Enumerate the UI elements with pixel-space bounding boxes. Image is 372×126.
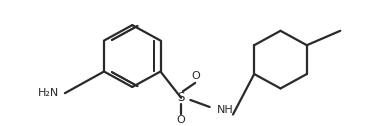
Text: H₂N: H₂N [38,88,59,98]
Text: O: O [177,115,186,125]
Text: S: S [177,91,185,104]
Text: NH: NH [217,105,234,115]
Text: O: O [192,71,200,81]
